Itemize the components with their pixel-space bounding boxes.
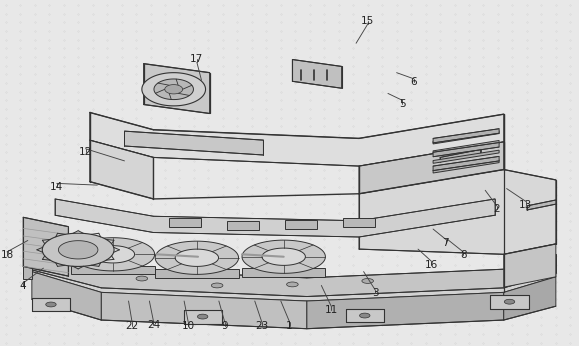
Polygon shape [433, 150, 499, 163]
Ellipse shape [211, 283, 223, 288]
Ellipse shape [360, 313, 370, 318]
Polygon shape [292, 60, 342, 88]
Text: 23: 23 [255, 321, 268, 331]
Text: 10: 10 [182, 321, 195, 331]
Ellipse shape [504, 299, 515, 304]
Text: 12: 12 [79, 147, 92, 157]
Polygon shape [32, 251, 556, 297]
Ellipse shape [197, 314, 208, 319]
Ellipse shape [287, 282, 298, 287]
Polygon shape [101, 292, 307, 329]
Polygon shape [433, 140, 499, 154]
Polygon shape [346, 309, 384, 322]
Polygon shape [23, 217, 68, 276]
Polygon shape [91, 246, 134, 263]
Text: 17: 17 [190, 54, 203, 64]
Polygon shape [433, 156, 499, 171]
Polygon shape [42, 233, 114, 266]
Polygon shape [90, 112, 504, 166]
Text: 24: 24 [147, 320, 160, 329]
Polygon shape [124, 131, 263, 155]
Polygon shape [155, 241, 239, 274]
Polygon shape [165, 85, 182, 94]
Polygon shape [71, 238, 155, 271]
Polygon shape [227, 221, 259, 230]
Text: 8: 8 [460, 251, 467, 260]
Polygon shape [58, 241, 98, 259]
Ellipse shape [46, 302, 56, 307]
Text: 16: 16 [425, 260, 438, 270]
Polygon shape [155, 269, 239, 278]
Polygon shape [433, 143, 499, 157]
Text: 13: 13 [519, 200, 532, 210]
Text: 4: 4 [20, 282, 27, 291]
Polygon shape [242, 268, 325, 277]
Polygon shape [359, 142, 504, 194]
Text: 6: 6 [411, 78, 417, 87]
Text: 7: 7 [442, 238, 449, 248]
Polygon shape [169, 218, 201, 227]
Polygon shape [71, 266, 155, 274]
Polygon shape [343, 218, 375, 227]
Polygon shape [527, 200, 556, 210]
Polygon shape [32, 253, 556, 301]
Polygon shape [32, 298, 70, 311]
Polygon shape [32, 272, 101, 320]
Polygon shape [184, 310, 222, 324]
Polygon shape [433, 131, 499, 144]
Polygon shape [359, 170, 556, 254]
Polygon shape [242, 240, 325, 273]
Polygon shape [262, 248, 305, 265]
Ellipse shape [136, 276, 148, 281]
Text: 14: 14 [50, 182, 63, 192]
Polygon shape [433, 129, 499, 143]
Polygon shape [144, 64, 210, 113]
Text: 2: 2 [493, 204, 500, 214]
Polygon shape [433, 160, 499, 173]
Text: 1: 1 [286, 321, 293, 331]
Text: 18: 18 [1, 251, 13, 260]
Polygon shape [504, 244, 556, 287]
Polygon shape [142, 73, 206, 106]
Polygon shape [90, 140, 153, 199]
Text: 11: 11 [325, 305, 338, 315]
Text: 22: 22 [126, 321, 138, 331]
Text: 5: 5 [399, 99, 406, 109]
Polygon shape [504, 277, 556, 320]
Polygon shape [440, 149, 481, 162]
Polygon shape [175, 249, 218, 266]
Text: 3: 3 [372, 289, 379, 298]
Polygon shape [55, 199, 495, 237]
Ellipse shape [362, 279, 373, 283]
Polygon shape [490, 295, 529, 309]
Polygon shape [154, 79, 193, 100]
Polygon shape [23, 266, 32, 279]
Polygon shape [307, 292, 504, 329]
Text: 15: 15 [361, 16, 374, 26]
Text: 9: 9 [221, 321, 228, 331]
Polygon shape [285, 220, 317, 229]
